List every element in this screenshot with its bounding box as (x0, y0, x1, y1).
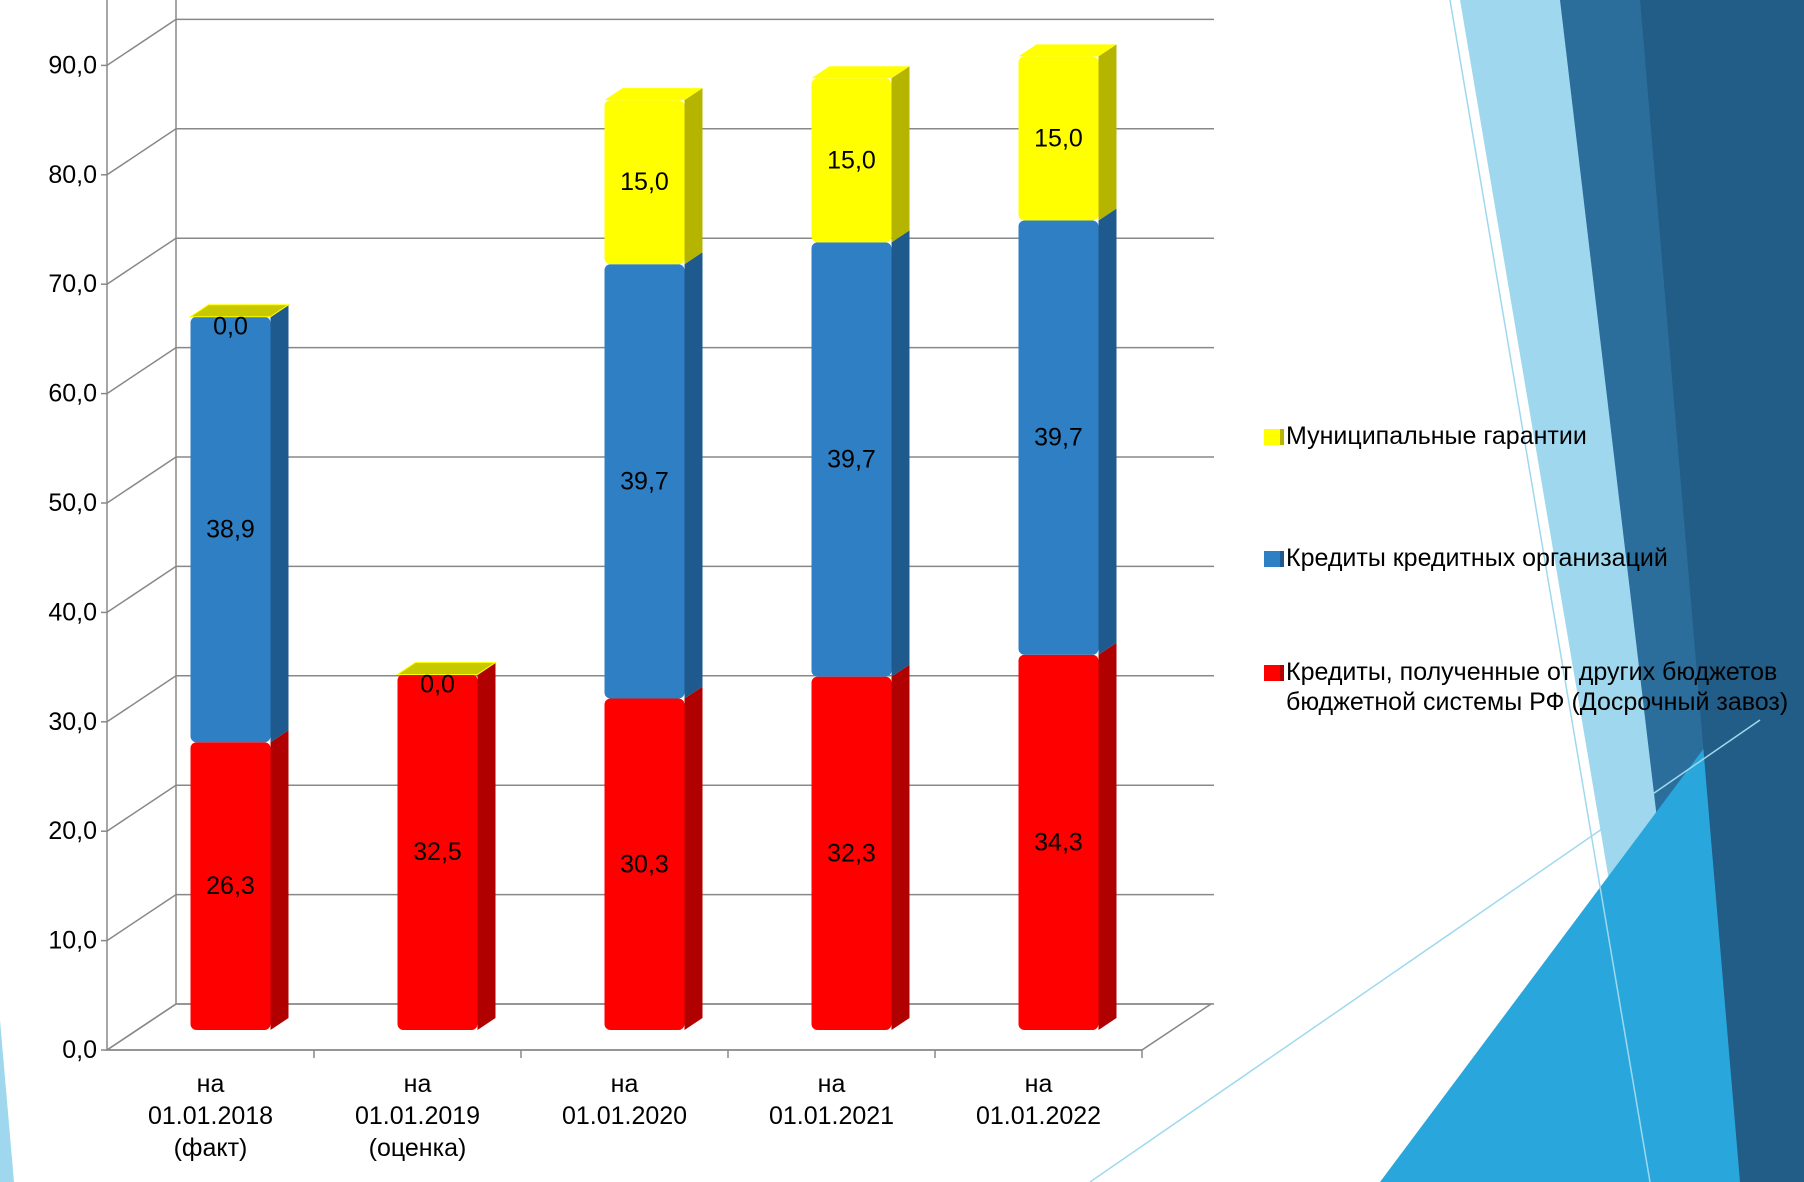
bar (397, 674, 478, 1030)
bar-side (1098, 642, 1117, 1030)
bar (604, 264, 685, 699)
bar-side (477, 662, 496, 1030)
bar-top (604, 88, 703, 101)
y-tick-label: 20,0 (48, 817, 97, 845)
x-tick-label: на (197, 1070, 225, 1098)
x-tick-label: (оценка) (369, 1134, 467, 1162)
value-label: 15,0 (1034, 124, 1083, 152)
bar (811, 676, 892, 1030)
legend-swatch (1264, 429, 1284, 445)
bar-side (684, 686, 703, 1030)
value-label: 15,0 (827, 146, 876, 174)
bar-side (1098, 44, 1117, 221)
value-label: 30,3 (620, 850, 669, 878)
value-label: 39,7 (1034, 424, 1083, 452)
legend-label: Кредиты, полученные от других бюджетов б… (1286, 658, 1789, 716)
bar-top (1018, 44, 1117, 57)
x-tick-label: на (1025, 1070, 1053, 1098)
y-tick-label: 60,0 (48, 380, 97, 408)
bar-top (188, 304, 291, 318)
value-label: 32,5 (413, 838, 462, 866)
value-label: 26,3 (206, 872, 255, 900)
legend-entry: Кредиты, полученные от других бюджетов б… (1262, 657, 1804, 717)
bar-top (811, 66, 910, 79)
bar (604, 698, 685, 1030)
y-tick-label: 70,0 (48, 270, 97, 298)
value-label: 38,9 (206, 515, 255, 543)
bar (1018, 56, 1099, 221)
legend-entry: Кредиты кредитных организаций (1262, 543, 1804, 573)
value-label: 15,0 (620, 168, 669, 196)
y-tick-label: 0,0 (62, 1036, 97, 1064)
bar (811, 78, 892, 243)
y-tick-label: 40,0 (48, 598, 97, 626)
y-tick-label: 90,0 (48, 51, 97, 79)
x-tick-label: 01.01.2019 (355, 1102, 480, 1130)
legend-swatch (1264, 665, 1284, 681)
x-tick-label: 01.01.2022 (976, 1102, 1101, 1130)
x-tick-label: на (611, 1070, 639, 1098)
x-tick-label: на (404, 1070, 432, 1098)
x-tick-label: 01.01.2018 (148, 1102, 273, 1130)
bar (190, 742, 271, 1030)
x-tick-label: (факт) (174, 1134, 248, 1162)
x-tick-label: 01.01.2020 (562, 1102, 687, 1130)
bar-side (891, 664, 910, 1030)
legend-entry: Муниципальные гарантии (1262, 421, 1804, 451)
x-tick-label: на (818, 1070, 846, 1098)
value-label: 34,3 (1034, 828, 1083, 856)
bar (811, 242, 892, 677)
bar-side (684, 252, 703, 699)
y-tick-label: 10,0 (48, 927, 97, 955)
legend-swatch (1264, 551, 1284, 567)
y-tick-label: 50,0 (48, 489, 97, 517)
bar (190, 316, 271, 743)
value-label: 0,0 (213, 313, 248, 341)
value-label: 32,3 (827, 839, 876, 867)
bar-side (891, 66, 910, 243)
bar-side (270, 730, 289, 1030)
bar-side (270, 304, 289, 743)
bar-side (891, 230, 910, 677)
value-label: 39,7 (620, 467, 669, 495)
bar (1018, 220, 1099, 655)
bar-side (684, 88, 703, 265)
bar (604, 100, 685, 265)
grid-line (106, 18, 1214, 67)
x-tick-label: 01.01.2021 (769, 1102, 894, 1130)
value-label: 0,0 (420, 670, 455, 698)
plot-area: 0,0 10,0 20,0 30,0 40,0 50,0 60,0 70,0 80,0 90,0 н… (48, 0, 1214, 1162)
y-tick-label: 80,0 (48, 161, 97, 189)
legend-label: Кредиты кредитных организаций (1286, 544, 1668, 572)
bar (1018, 654, 1099, 1030)
legend-label: Муниципальные гарантии (1286, 422, 1587, 450)
value-label: 39,7 (827, 445, 876, 473)
bar-side (1098, 208, 1117, 655)
bar-top (395, 661, 498, 675)
y-tick-label: 30,0 (48, 708, 97, 736)
